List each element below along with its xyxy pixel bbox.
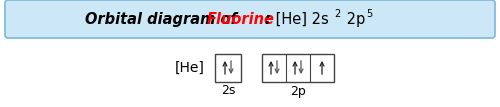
Bar (262, 54, 334, 82)
Text: 5: 5 (366, 9, 372, 19)
Text: 2s: 2s (221, 85, 235, 97)
Text: [He]: [He] (175, 61, 205, 75)
Text: 2p: 2p (290, 85, 306, 97)
Text: Orbital diagram of: Orbital diagram of (85, 11, 242, 27)
Text: [He] 2s: [He] 2s (271, 11, 329, 27)
Text: 2: 2 (334, 9, 340, 19)
Text: :: : (264, 11, 270, 27)
Text: Fluorine: Fluorine (207, 11, 275, 27)
Text: 2p: 2p (342, 11, 365, 27)
FancyBboxPatch shape (5, 0, 495, 38)
Bar (215, 54, 241, 82)
